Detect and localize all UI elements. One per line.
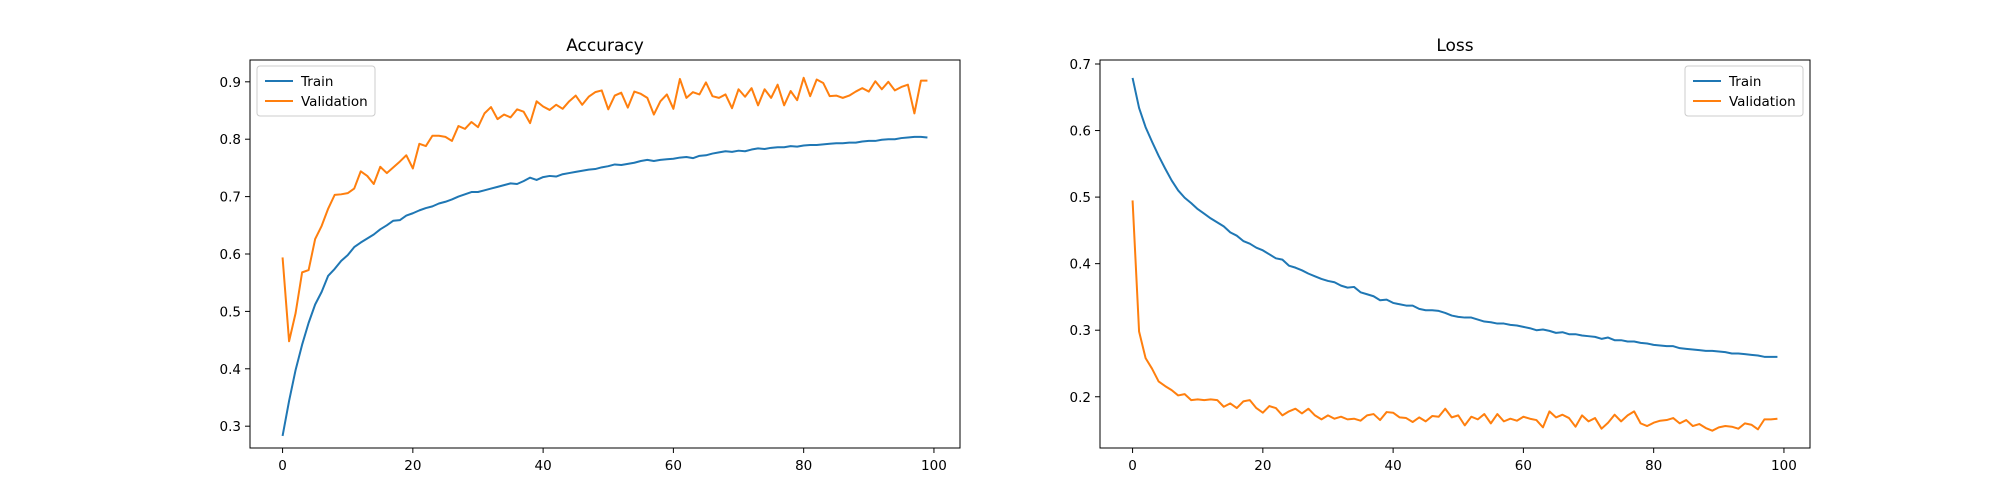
x-tick-label: 60 (665, 458, 682, 474)
legend-box (256, 65, 376, 117)
chart-accuracy: Accuracy 0 20 40 60 80 100 0.3 0.4 0.5 0.6 0.7 0.8 0.… (220, 36, 961, 474)
y-tick-label: 0.7 (220, 190, 241, 206)
series-line-train (281, 135, 928, 437)
y-tick-label: 0.7 (1070, 57, 1091, 73)
axes-frame (1099, 59, 1811, 449)
axes-frame (249, 59, 961, 449)
chart-loss: Loss 0 20 40 60 80 100 0.2 0.3 0.4 0.5 0.6 0.7 Train V… (1070, 36, 1811, 474)
x-tick-label: 40 (535, 458, 552, 474)
chart-title: Accuracy (566, 36, 644, 56)
y-tick-label: 0.3 (1070, 323, 1091, 339)
x-tick-label: 0 (278, 458, 287, 474)
x-tick-label: 80 (795, 458, 812, 474)
x-tick-label: 80 (1645, 458, 1662, 474)
legend-label-validation: Validation (301, 94, 368, 110)
legend-label-train: Train (1728, 74, 1761, 90)
y-tick-label: 0.2 (1070, 390, 1091, 406)
series-line-train (1131, 77, 1778, 358)
x-tick-label: 100 (1771, 458, 1797, 474)
legend-box (1684, 65, 1804, 117)
legend-label-train: Train (300, 74, 333, 90)
y-tick-label: 0.9 (220, 75, 241, 91)
x-tick-label: 100 (921, 458, 947, 474)
x-tick-label: 60 (1515, 458, 1532, 474)
legend: Train Validation (1684, 65, 1804, 117)
y-tick-label: 0.4 (1070, 257, 1091, 273)
legend: Train Validation (256, 65, 376, 117)
y-tick-label: 0.6 (1070, 124, 1091, 140)
y-tick-label: 0.8 (220, 132, 241, 148)
series-line-validation (281, 76, 928, 343)
x-tick-label: 20 (1254, 458, 1271, 474)
x-tick-label: 0 (1128, 458, 1137, 474)
chart-title: Loss (1436, 36, 1473, 56)
x-tick-label: 20 (404, 458, 421, 474)
legend-label-validation: Validation (1729, 94, 1796, 110)
y-tick-label: 0.5 (220, 304, 241, 320)
y-tick-label: 0.4 (220, 362, 241, 378)
x-tick-label: 40 (1385, 458, 1402, 474)
y-tick-label: 0.6 (220, 247, 241, 263)
y-tick-label: 0.3 (220, 419, 241, 435)
series-line-validation (1131, 200, 1778, 432)
y-tick-label: 0.5 (1070, 190, 1091, 206)
